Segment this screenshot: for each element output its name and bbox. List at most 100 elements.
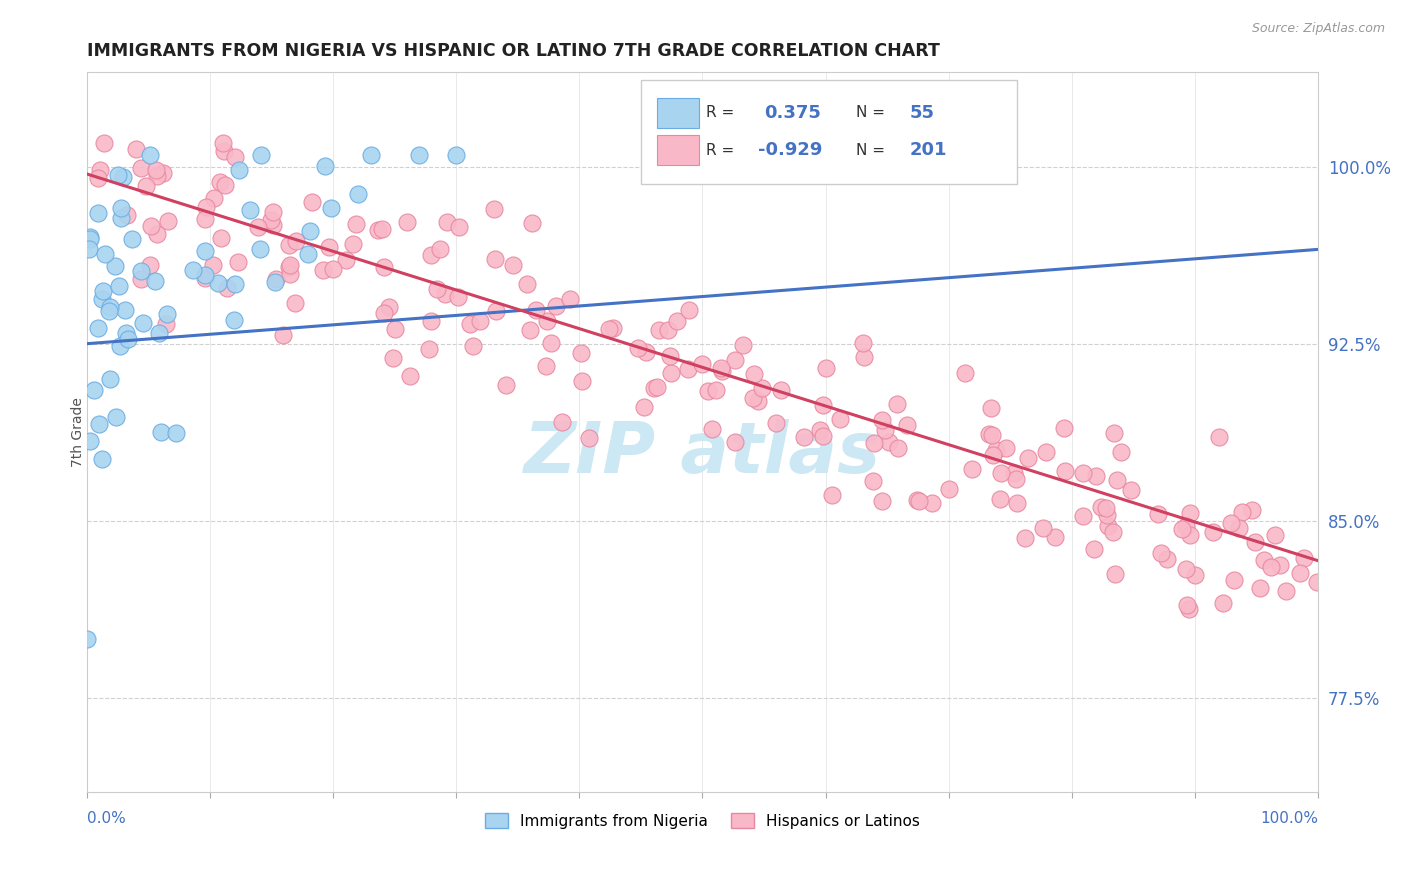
Point — [1184, 567, 1206, 582]
Point — [981, 449, 1004, 463]
Point — [131, 316, 153, 330]
Point — [436, 215, 458, 229]
Point — [201, 258, 224, 272]
Text: 100.0%: 100.0% — [1260, 811, 1319, 826]
Point — [700, 422, 723, 436]
Point — [429, 242, 451, 256]
Point — [79, 230, 101, 244]
Point — [87, 320, 110, 334]
Point — [98, 304, 121, 318]
Point — [335, 252, 357, 267]
Point — [135, 179, 157, 194]
Point — [194, 268, 217, 282]
Point — [770, 383, 793, 397]
Point — [1097, 519, 1119, 533]
Point — [1109, 445, 1132, 459]
Point — [141, 219, 163, 233]
Point — [143, 274, 166, 288]
Point — [346, 186, 368, 201]
Point — [139, 258, 162, 272]
Point — [550, 415, 572, 429]
Point — [263, 275, 285, 289]
Point — [79, 434, 101, 449]
Point — [1171, 522, 1194, 536]
Point — [546, 299, 568, 313]
Point — [678, 302, 700, 317]
Point — [278, 258, 301, 272]
Point — [91, 293, 114, 307]
Point — [1005, 472, 1028, 486]
Point — [569, 346, 592, 360]
Point — [342, 237, 364, 252]
Point — [217, 281, 239, 295]
Point — [181, 263, 204, 277]
Point — [536, 314, 558, 328]
Point — [260, 213, 283, 227]
Point — [813, 428, 835, 442]
Point — [284, 234, 307, 248]
Point — [91, 452, 114, 467]
Point — [301, 194, 323, 209]
FancyBboxPatch shape — [657, 135, 699, 165]
Point — [704, 384, 727, 398]
Text: Source: ZipAtlas.com: Source: ZipAtlas.com — [1251, 22, 1385, 36]
Point — [165, 425, 187, 440]
Point — [87, 205, 110, 219]
Point — [724, 434, 747, 449]
Point — [578, 431, 600, 445]
Point — [1177, 602, 1199, 616]
Point — [419, 314, 441, 328]
Point — [211, 136, 233, 151]
Point — [1035, 445, 1057, 459]
Point — [360, 148, 382, 162]
Point — [152, 166, 174, 180]
Point — [195, 200, 218, 214]
Point — [742, 367, 765, 381]
Point — [434, 287, 457, 301]
Point — [1260, 560, 1282, 574]
Point — [314, 159, 336, 173]
Point — [208, 175, 231, 189]
Point — [264, 272, 287, 286]
Point — [710, 361, 733, 376]
Point — [1095, 500, 1118, 515]
Text: R =: R = — [706, 143, 734, 158]
Point — [905, 493, 928, 508]
Point — [107, 279, 129, 293]
Point — [598, 322, 620, 336]
Point — [239, 202, 262, 217]
Point — [114, 302, 136, 317]
Point — [77, 242, 100, 256]
Point — [318, 240, 340, 254]
Point — [879, 435, 901, 450]
Point — [83, 383, 105, 397]
Point — [808, 423, 831, 437]
Point — [408, 148, 430, 162]
Point — [648, 323, 671, 337]
Point — [250, 148, 273, 162]
Point — [534, 359, 557, 374]
Point — [94, 247, 117, 261]
Point — [312, 263, 335, 277]
Point — [863, 435, 886, 450]
Point — [852, 336, 875, 351]
Point — [114, 326, 136, 341]
Point — [571, 374, 593, 388]
Point — [1232, 505, 1254, 519]
Point — [367, 223, 389, 237]
Point — [710, 364, 733, 378]
Point — [696, 384, 718, 398]
Point — [110, 211, 132, 225]
Point — [370, 222, 392, 236]
Point — [1268, 558, 1291, 573]
Point — [98, 372, 121, 386]
Point — [395, 215, 418, 229]
Point — [747, 393, 769, 408]
Point — [872, 494, 894, 508]
Point — [224, 313, 246, 327]
Point — [821, 488, 844, 502]
Text: -0.929: -0.929 — [758, 141, 823, 159]
Point — [1253, 553, 1275, 567]
Point — [156, 307, 179, 321]
Point — [382, 351, 405, 365]
